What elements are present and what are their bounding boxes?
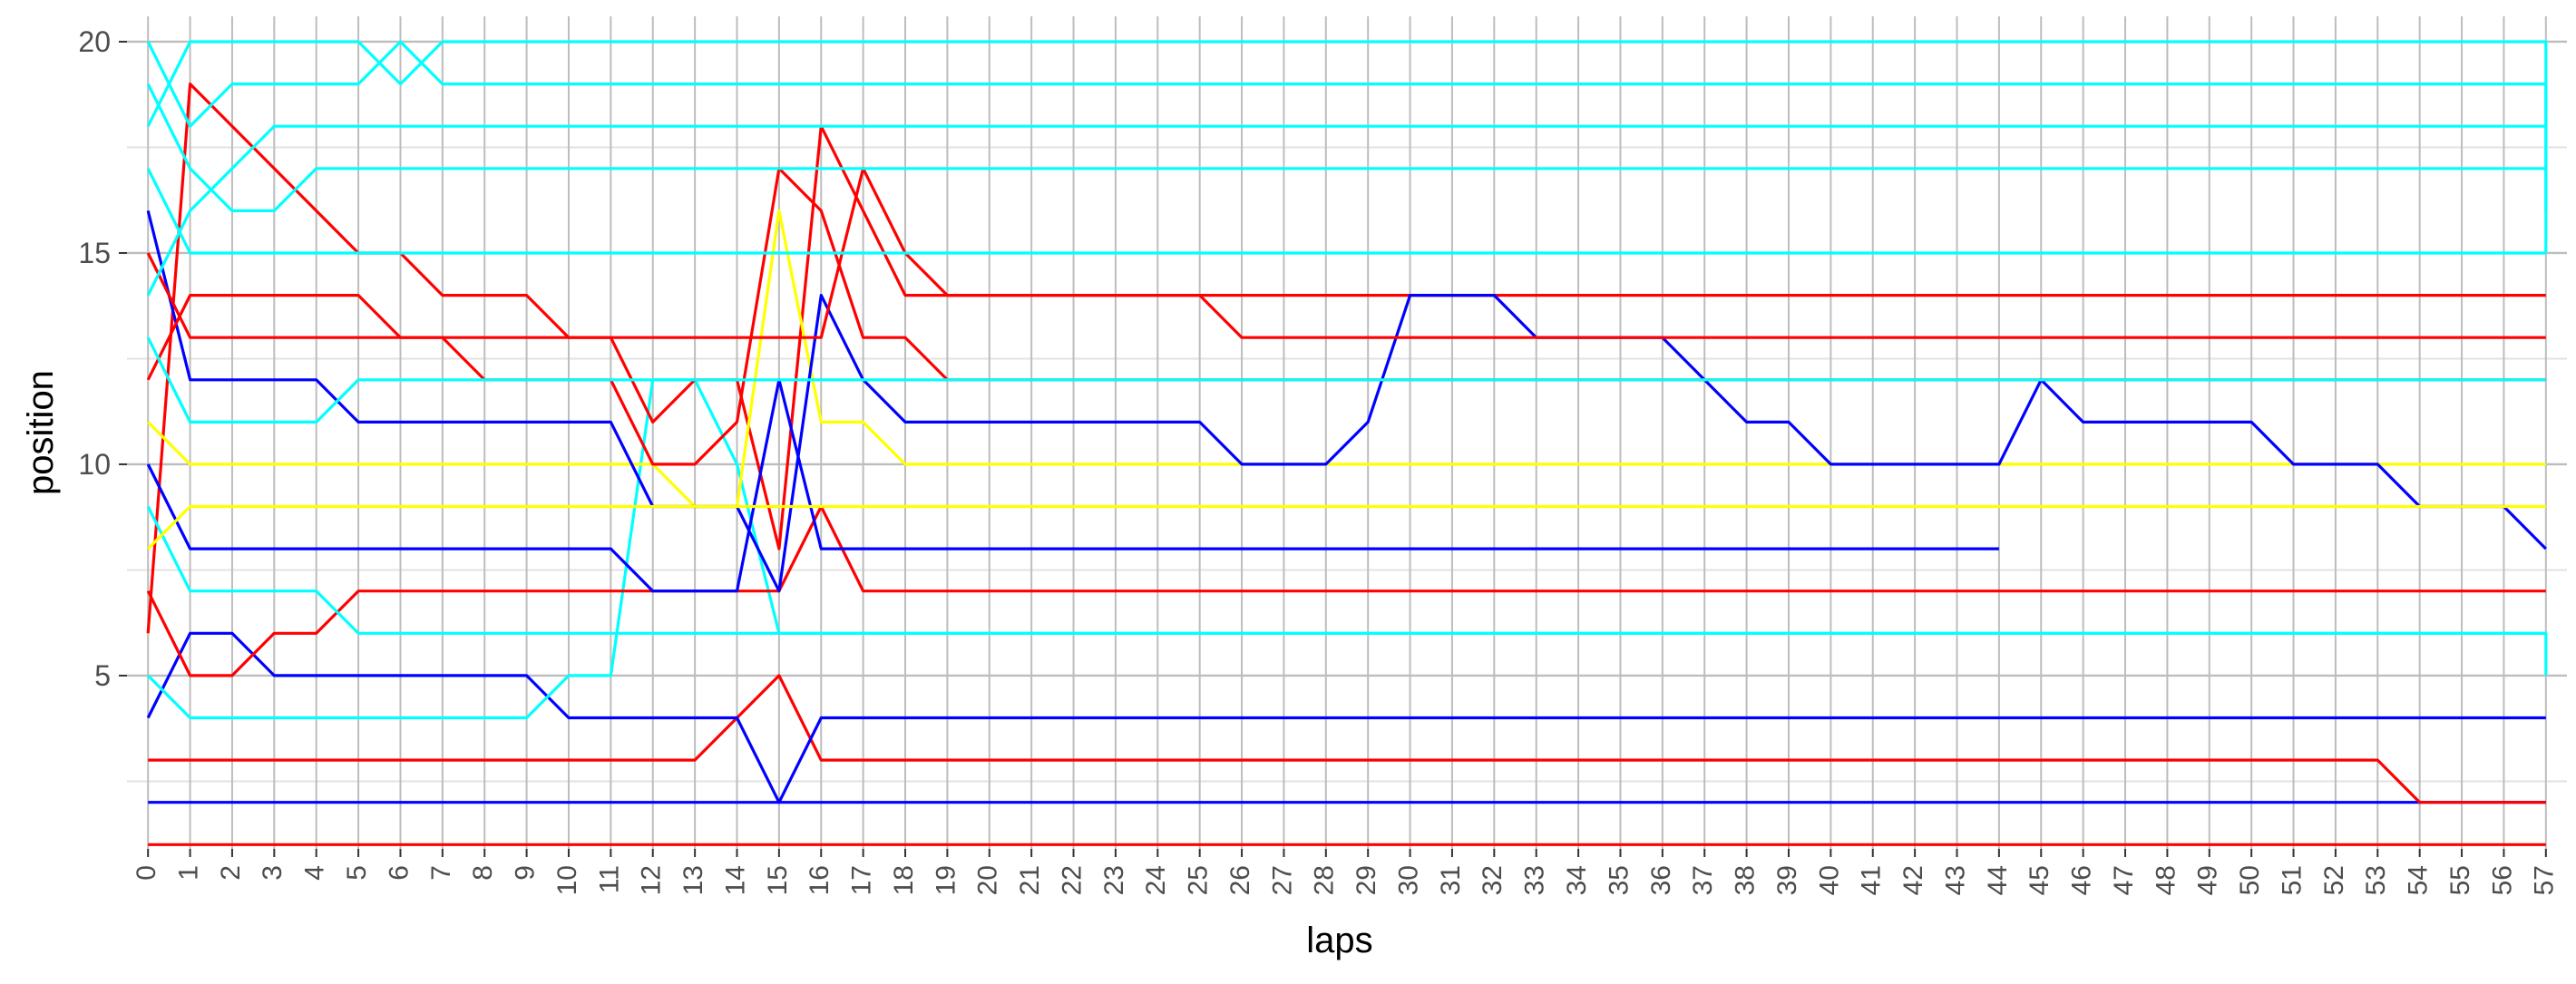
x-tick-label: 4 [300, 865, 330, 881]
x-tick-label: 55 [2445, 865, 2475, 895]
x-tick-label: 22 [1057, 865, 1087, 895]
x-tick-label: 31 [1436, 865, 1466, 895]
series-layer [146, 40, 2548, 846]
x-tick-label: 7 [426, 865, 456, 881]
series-line-15 [146, 40, 2548, 127]
x-tick-label: 10 [552, 865, 582, 895]
x-tick-label: 33 [1520, 865, 1550, 895]
series-line-16 [146, 168, 2546, 255]
x-tick-label: 48 [2151, 865, 2181, 895]
y-tick-label: 20 [78, 25, 111, 58]
x-tick-label: 28 [1310, 865, 1340, 895]
x-tick-label: 26 [1225, 865, 1255, 895]
x-tick-label: 53 [2361, 865, 2391, 895]
x-tick-label: 42 [1898, 865, 1928, 895]
x-tick-label: 16 [805, 865, 834, 895]
x-axis-ticks: 0 1 2 3 4 5 6 7 8 9 10 11 12 13 14 15 16 17 18 19 20 21 22 23 24… [132, 849, 2560, 895]
x-tick-label: 34 [1562, 865, 1592, 895]
series-line-18 [146, 336, 2546, 424]
x-tick-label: 17 [847, 865, 877, 895]
x-tick-label: 21 [1015, 865, 1045, 895]
y-axis-label: position [21, 370, 61, 495]
series-line-4 [146, 631, 2546, 804]
x-tick-label: 38 [1731, 865, 1761, 895]
x-tick-label: 11 [594, 865, 624, 893]
x-tick-label: 36 [1646, 865, 1676, 895]
y-tick-label: 5 [94, 659, 111, 692]
x-tick-label: 52 [2319, 865, 2349, 895]
x-tick-label: 1 [173, 865, 203, 881]
x-tick-label: 39 [1772, 865, 1802, 895]
x-tick-label: 14 [720, 865, 750, 895]
x-tick-label: 13 [678, 865, 708, 895]
x-tick-label: 20 [973, 865, 1003, 895]
x-tick-label: 35 [1604, 865, 1634, 895]
grid-minor [127, 146, 2567, 783]
x-tick-label: 49 [2193, 865, 2223, 895]
x-tick-label: 18 [889, 865, 919, 895]
series-line-11 [146, 167, 2546, 466]
x-tick-label: 46 [2067, 865, 2097, 895]
x-tick-label: 0 [132, 865, 161, 881]
x-tick-label: 32 [1478, 865, 1508, 895]
y-tick-label: 15 [78, 237, 111, 269]
x-tick-label: 25 [1184, 865, 1214, 895]
x-tick-label: 43 [1940, 865, 1970, 895]
x-tick-label: 15 [763, 865, 793, 895]
x-tick-label: 3 [258, 865, 288, 881]
x-tick-label: 37 [1688, 865, 1718, 895]
series-line-8 [146, 378, 1999, 593]
x-tick-label: 23 [1099, 865, 1129, 895]
x-tick-label: 27 [1267, 865, 1297, 895]
series-line-19 [146, 505, 2548, 676]
x-tick-label: 51 [2277, 865, 2307, 895]
x-axis-label: laps [1306, 921, 1372, 960]
x-tick-label: 57 [2530, 865, 2560, 895]
x-tick-label: 47 [2109, 865, 2139, 895]
y-axis-ticks: 5 10 15 20 [78, 25, 127, 692]
x-tick-label: 44 [1983, 865, 2013, 895]
x-tick-label: 6 [384, 865, 414, 881]
x-tick-label: 5 [342, 865, 372, 881]
grid-major [127, 16, 2567, 849]
series-line-9 [147, 209, 2546, 509]
x-tick-label: 24 [1141, 865, 1171, 895]
series-line-17 [146, 124, 2548, 297]
x-tick-label: 8 [468, 865, 498, 881]
x-tick-label: 56 [2487, 865, 2517, 895]
x-tick-label: 2 [216, 865, 246, 881]
series-line-20 [147, 504, 2546, 550]
y-tick-label: 10 [78, 448, 111, 481]
panel-background [127, 16, 2567, 849]
series-line-3 [148, 674, 2546, 804]
x-tick-label: 41 [1857, 865, 1887, 895]
x-tick-label: 30 [1393, 865, 1423, 895]
x-tick-label: 50 [2235, 865, 2265, 895]
x-tick-label: 19 [931, 865, 961, 895]
x-tick-label: 12 [637, 865, 667, 895]
x-tick-label: 9 [511, 865, 541, 881]
x-tick-label: 54 [2404, 865, 2434, 895]
x-tick-label: 45 [2025, 865, 2054, 895]
x-tick-label: 29 [1351, 865, 1381, 895]
x-tick-label: 40 [1814, 865, 1844, 895]
